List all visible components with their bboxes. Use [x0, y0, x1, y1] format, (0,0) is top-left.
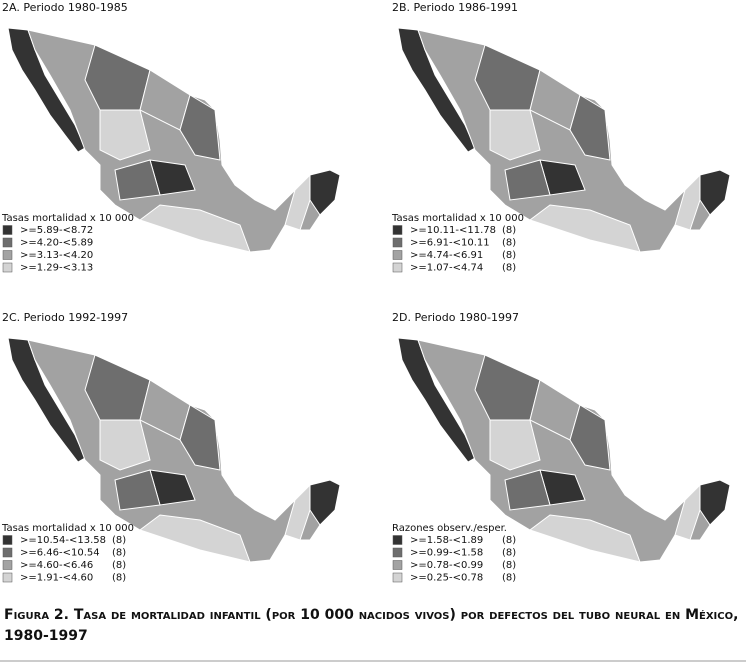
panel-title: 2D. Periodo 1980-1997: [392, 311, 519, 324]
caption-line: 1980-1997: [4, 628, 88, 644]
legend-title: Tasas mortalidad x 10 000: [1, 213, 134, 224]
legend-title: Tasas mortalidad x 10 000: [1, 523, 134, 534]
legend-count: (8): [502, 573, 516, 584]
panel-title: 2A. Periodo 1980-1985: [2, 1, 128, 14]
legend-label: >=4.60-<6.46: [20, 560, 93, 571]
legend-label: >=10.54-<13.58: [20, 535, 106, 546]
legend-swatch: [392, 547, 403, 558]
legend-swatch: [392, 237, 403, 248]
legend-swatch: [392, 560, 403, 570]
legend-count: (8): [502, 238, 516, 249]
legend-swatch: [2, 262, 13, 273]
legend-title: Tasas mortalidad x 10 000: [391, 213, 524, 224]
legend-count: (8): [502, 560, 516, 571]
legend-label: >=1.29-<3.13: [20, 263, 93, 274]
legend-swatch: [2, 535, 13, 545]
legend-label: >=1.91-<4.60: [20, 573, 93, 584]
caption-line: Figura 2. Tasa de mortalidad infantil (p…: [4, 607, 738, 623]
legend-count: (8): [502, 250, 516, 261]
map-panel: 2C. Periodo 1992-1997 Tasas mortalidad x …: [1, 311, 341, 584]
legend-label: >=5.89-<8.72: [20, 225, 93, 236]
legend-title: Razones observ./esper.: [392, 523, 507, 534]
legend-label: >=4.20-<5.89: [20, 238, 93, 249]
legend-count: (8): [112, 548, 126, 559]
legend-count: (8): [502, 535, 516, 546]
legend-count: (8): [112, 573, 126, 584]
legend-swatch: [2, 572, 13, 583]
legend-swatch: [2, 250, 13, 260]
legend-swatch: [392, 572, 403, 583]
legend-label: >=10.11-<11.78: [410, 225, 496, 236]
legend-label: >=1.58-<1.89: [410, 535, 483, 546]
legend-swatch: [2, 547, 13, 558]
legend-label: >=0.99-<1.58: [410, 548, 483, 559]
legend-label: >=6.46-<10.54: [20, 548, 100, 559]
legend-label: >=3.13-<4.20: [20, 250, 93, 261]
map-panel: 2D. Periodo 1980-1997 Razones observ./esp…: [392, 311, 731, 584]
map-panel: 2B. Periodo 1986-1991 Tasas mortalidad x …: [391, 1, 731, 274]
legend-label: >=4.74-<6.91: [410, 250, 483, 261]
legend-label: >=0.78-<0.99: [410, 560, 483, 571]
legend-swatch: [392, 225, 403, 235]
legend-swatch: [392, 250, 403, 260]
legend-count: (8): [502, 225, 516, 236]
legend-count: (8): [112, 560, 126, 571]
legend-swatch: [2, 225, 13, 235]
legend-count: (8): [502, 548, 516, 559]
legend-label: >=6.91-<10.11: [410, 238, 490, 249]
legend-swatch: [2, 237, 13, 248]
legend-swatch: [392, 535, 403, 545]
legend-label: >=1.07-<4.74: [410, 263, 483, 274]
panel-title: 2B. Periodo 1986-1991: [392, 1, 518, 14]
map-panel: 2A. Periodo 1980-1985 Tasas mortalidad x …: [1, 1, 341, 274]
legend-count: (8): [112, 535, 126, 546]
legend-count: (8): [502, 263, 516, 274]
legend-label: >=0.25-<0.78: [410, 573, 483, 584]
panel-title: 2C. Periodo 1992-1997: [2, 311, 128, 324]
legend-swatch: [2, 560, 13, 570]
legend-swatch: [392, 262, 403, 273]
